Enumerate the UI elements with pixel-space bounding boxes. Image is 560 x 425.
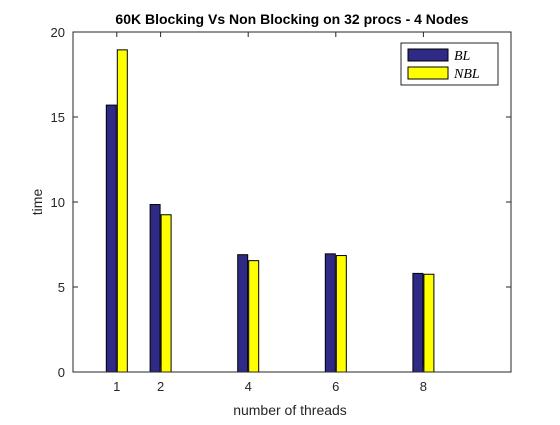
bar-bl-2 [149, 204, 161, 373]
x-tick-label-4: 4 [245, 379, 252, 394]
bar-bl-4 [237, 254, 249, 373]
x-axis-label: number of threads [233, 402, 347, 418]
bar-nbl-1 [116, 49, 128, 373]
bar-bl-6 [324, 253, 336, 373]
x-tick-label-8: 8 [420, 379, 427, 394]
chart-title: 60K Blocking Vs Non Blocking on 32 procs… [115, 11, 468, 27]
y-tick-label-0: 0 [58, 365, 65, 380]
y-tick-label-15: 15 [51, 110, 65, 125]
plot-background [73, 32, 511, 372]
ticks: 1 2 4 6 8 0 5 10 15 20 [51, 25, 511, 394]
y-axis-label: time [29, 189, 45, 216]
legend-label-bl: BL [454, 49, 471, 64]
bar-bl-1 [105, 104, 117, 373]
plot-area [73, 32, 511, 372]
bar-nbl-2 [160, 214, 172, 373]
x-tick-label-1: 1 [113, 379, 120, 394]
y-tick-label-5: 5 [58, 280, 65, 295]
legend-swatch-nbl [407, 66, 449, 80]
bar-bl-8 [412, 272, 424, 373]
bar-nbl-8 [423, 273, 435, 373]
legend-swatch-bl [407, 48, 449, 62]
legend-label-nbl: NBL [453, 67, 480, 82]
bar-nbl-4 [248, 260, 260, 373]
x-tick-label-2: 2 [157, 379, 164, 394]
legend: BL NBL [400, 42, 499, 86]
y-tick-label-10: 10 [51, 195, 65, 210]
x-tick-label-6: 6 [332, 379, 339, 394]
y-tick-label-20: 20 [51, 25, 65, 40]
bar-nbl-6 [335, 255, 347, 373]
